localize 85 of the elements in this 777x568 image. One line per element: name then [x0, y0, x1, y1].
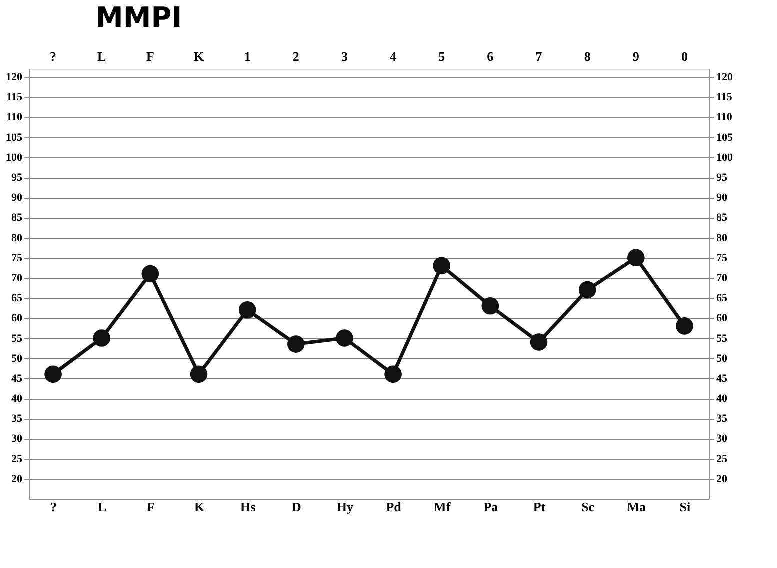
y2-tick-label: 90 [716, 192, 728, 204]
y-tick-label: 75 [12, 252, 23, 264]
y-tick-label: 90 [12, 192, 23, 204]
text: F [146, 49, 154, 64]
point [142, 265, 160, 283]
y-tick-label: 65 [12, 292, 23, 305]
y2-tick-label: 85 [716, 212, 728, 224]
y-tick-label: 100 [6, 152, 23, 164]
y-tick-label: 80 [12, 232, 23, 244]
y-tick-label: 120 [6, 72, 23, 84]
text: 0 [681, 49, 688, 64]
point [530, 334, 548, 351]
y-tick-label: 105 [6, 132, 23, 144]
y2-tick-label: 40 [716, 393, 728, 406]
x-tick-label: Sc [582, 500, 595, 514]
point [384, 366, 402, 384]
point [336, 330, 354, 347]
x-tick-label: Mf [434, 500, 452, 514]
x-tick-label: K [194, 500, 206, 514]
y2-tick-label: 30 [716, 433, 728, 446]
text: L [98, 49, 107, 64]
point [578, 281, 596, 299]
y-tick-label: 55 [12, 332, 23, 345]
y-tick-label: 30 [12, 433, 23, 446]
y2-tick-label: 55 [716, 332, 728, 345]
text: ? [50, 49, 57, 64]
text: 6 [487, 49, 494, 64]
y2-tick-label: 50 [716, 352, 728, 365]
point [238, 301, 256, 319]
point [287, 336, 305, 353]
text: 4 [390, 49, 398, 64]
y-tick-label: 20 [12, 473, 23, 486]
y2-tick-label: 100 [716, 152, 734, 164]
text: 1 [244, 49, 251, 64]
y2-tick-label: 20 [716, 473, 728, 486]
y2-tick-label: 60 [716, 312, 728, 325]
y-tick-label: 45 [12, 372, 23, 385]
text: 2 [292, 49, 300, 64]
y2-tick-label: 35 [716, 413, 728, 426]
y-tick-label: 50 [12, 352, 23, 365]
y2-tick-label: 25 [716, 453, 728, 466]
point [44, 366, 62, 384]
text: 3 [341, 49, 348, 64]
y-tick-label: 110 [6, 112, 23, 124]
y2-tick-label: 45 [716, 372, 728, 385]
y2-tick-label: 75 [716, 252, 728, 264]
point [433, 257, 451, 275]
y-tick-label: 35 [12, 413, 23, 426]
y2-tick-label: 95 [716, 172, 728, 184]
point [676, 318, 694, 335]
text: 7 [536, 49, 543, 64]
y2-tick-label: 65 [716, 292, 728, 305]
text: 5 [438, 49, 446, 64]
x-tick-label: Hs [240, 500, 256, 514]
y-tick-label: 60 [12, 312, 23, 325]
y-tick-label: 40 [12, 393, 23, 406]
x-tick-label: Si [680, 500, 692, 514]
y-tick-label: 25 [12, 453, 23, 466]
x-tick-label: Pt [533, 500, 546, 514]
point [627, 249, 645, 267]
y2-tick-label: 80 [716, 232, 728, 244]
x-tick-label: D [292, 500, 302, 514]
y-tick-label: 115 [6, 92, 23, 104]
x-tick-label: Hy [336, 500, 354, 514]
y2-tick-label: 70 [716, 272, 728, 284]
point [190, 366, 208, 384]
text: 8 [584, 49, 592, 64]
x-tick-label: ? [50, 500, 58, 514]
y2-tick-label: 110 [716, 112, 733, 124]
point [93, 330, 111, 347]
y-tick-label: 95 [12, 172, 23, 184]
x-tick-label: Pa [484, 500, 499, 514]
chart-title: MMPI [96, 1, 182, 34]
y2-tick-label: 105 [716, 132, 734, 144]
text: K [194, 49, 205, 64]
x-tick-label: F [146, 500, 155, 514]
x-tick-label: Ma [627, 500, 647, 514]
y2-tick-label: 115 [716, 92, 733, 104]
y-tick-label: 70 [12, 272, 23, 284]
x-tick-label: L [98, 500, 108, 514]
y2-tick-label: 120 [716, 72, 734, 84]
text: 9 [632, 49, 640, 64]
y-tick-label: 85 [12, 212, 23, 224]
x-tick-label: Pd [386, 500, 402, 514]
point [482, 297, 500, 315]
